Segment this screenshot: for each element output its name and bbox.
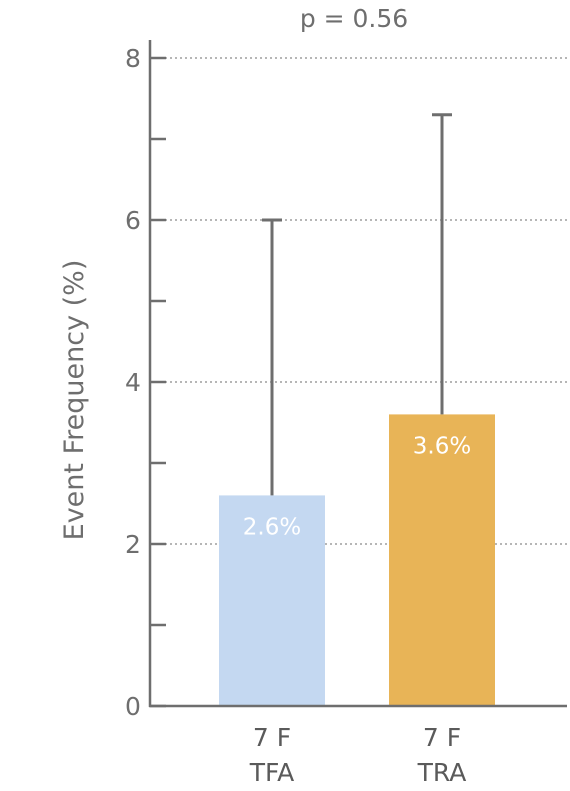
axes xyxy=(148,40,567,708)
bar-tra xyxy=(389,414,495,706)
y-ticks xyxy=(150,56,166,708)
data-label-tfa: 2.6% xyxy=(243,514,301,540)
data-label-tra: 3.6% xyxy=(413,433,471,459)
y-axis-label: Event Frequency (%) xyxy=(59,260,90,541)
category-label-line1-tfa: 7 F xyxy=(253,723,291,752)
bars xyxy=(219,414,495,706)
grid-lines xyxy=(150,57,567,545)
y-tick-label-8: 8 xyxy=(125,44,141,73)
bar-tfa xyxy=(219,495,325,706)
error-bars xyxy=(262,113,452,496)
y-tick-label-0: 0 xyxy=(125,692,141,721)
y-tick-label-2: 2 xyxy=(125,530,141,559)
category-label-line2-tfa: TFA xyxy=(249,758,294,787)
p-value-annotation: p = 0.56 xyxy=(300,4,408,33)
category-label-line2-tra: TRA xyxy=(417,758,467,787)
y-tick-label-4: 4 xyxy=(125,368,141,397)
y-tick-label-6: 6 xyxy=(125,206,141,235)
category-label-line1-tra: 7 F xyxy=(423,723,461,752)
labels: 0 2 4 6 8 2.6% 3.6% 7 F TFA 7 F TRA xyxy=(125,44,471,787)
